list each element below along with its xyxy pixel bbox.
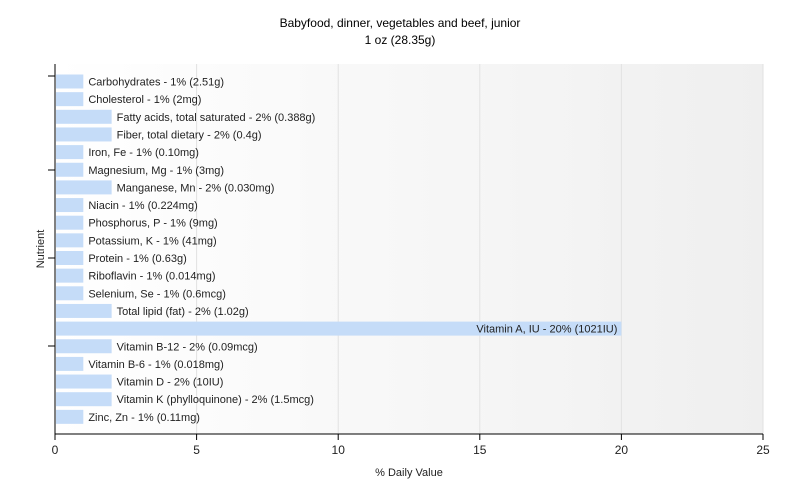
bar-vitamin-a-iu bbox=[56, 321, 622, 336]
bar-label: Vitamin B-12 - 2% (0.09mcg) bbox=[117, 341, 258, 353]
bar-label: Total lipid (fat) - 2% (1.02g) bbox=[117, 306, 249, 318]
bar-total-lipid-fat bbox=[56, 303, 112, 318]
bars bbox=[56, 74, 622, 424]
bar-magnesium-mg bbox=[56, 162, 84, 177]
bar-label: Vitamin D - 2% (10IU) bbox=[117, 377, 224, 389]
bar-carbohydrates bbox=[56, 74, 84, 89]
x-tick-label: 0 bbox=[52, 443, 59, 457]
bar-labels: Carbohydrates - 1% (2.51g) Cholesterol - … bbox=[88, 77, 617, 424]
x-tick-label: 25 bbox=[756, 443, 770, 457]
bar-label: Vitamin B-6 - 1% (0.018mg) bbox=[88, 359, 224, 371]
bar-zinc-zn bbox=[56, 409, 84, 424]
bar-label: Fiber, total dietary - 2% (0.4g) bbox=[117, 129, 262, 141]
bar-iron-fe bbox=[56, 145, 84, 160]
bar-protein bbox=[56, 251, 84, 265]
plot-area bbox=[55, 64, 763, 434]
bar-niacin bbox=[56, 198, 84, 213]
bar-label: Magnesium, Mg - 1% (3mg) bbox=[88, 165, 224, 177]
bar-label: Protein - 1% (0.63g) bbox=[88, 253, 186, 265]
x-tick-label: 20 bbox=[615, 443, 629, 457]
bar-label: Potassium, K - 1% (41mg) bbox=[88, 235, 216, 247]
x-tick-label: 5 bbox=[193, 443, 200, 457]
bar-cholesterol bbox=[56, 92, 84, 107]
x-tick-label: 15 bbox=[473, 443, 487, 457]
grid-lines bbox=[196, 64, 764, 434]
bar-label: Niacin - 1% (0.224mg) bbox=[88, 200, 197, 212]
bar-riboflavin bbox=[56, 268, 84, 283]
bar-label: Fatty acids, total saturated - 2% (0.388… bbox=[117, 112, 316, 124]
bar-label: Selenium, Se - 1% (0.6mcg) bbox=[88, 288, 226, 300]
x-tick-label: 10 bbox=[332, 443, 346, 457]
x-axis-title: % Daily Value bbox=[375, 467, 443, 479]
bar-phosphorus-p bbox=[56, 215, 84, 230]
bar-label: Iron, Fe - 1% (0.10mg) bbox=[88, 147, 199, 159]
y-axis-ticks bbox=[48, 75, 55, 347]
chart-subtitle: 1 oz (28.35g) bbox=[364, 33, 436, 47]
bar-label: Carbohydrates - 1% (2.51g) bbox=[88, 77, 224, 89]
bar-fatty-acids-total-saturated bbox=[56, 109, 112, 124]
bar-vitamin-b-6 bbox=[56, 356, 84, 371]
y-axis-title: Nutrient bbox=[35, 230, 47, 269]
bar-fiber-total-dietary bbox=[56, 127, 112, 142]
bar-potassium-k bbox=[56, 233, 84, 248]
bar-label: Cholesterol - 1% (2mg) bbox=[88, 94, 201, 106]
bar-label: Riboflavin - 1% (0.014mg) bbox=[88, 271, 215, 283]
bar-label: Zinc, Zn - 1% (0.11mg) bbox=[88, 412, 200, 424]
bar-label: Vitamin K (phylloquinone) - 2% (1.5mcg) bbox=[117, 394, 314, 406]
bar-label: Vitamin A, IU - 20% (1021IU) bbox=[476, 324, 617, 336]
bar-vitamin-b-12 bbox=[56, 339, 112, 354]
bar-vitamin-d bbox=[56, 374, 112, 389]
bar-vitamin-k-phylloquinone bbox=[56, 392, 112, 407]
bar-label: Phosphorus, P - 1% (9mg) bbox=[88, 218, 217, 230]
chart-title: Babyfood, dinner, vegetables and beef, j… bbox=[279, 16, 521, 30]
bar-label: Manganese, Mn - 2% (0.030mg) bbox=[117, 182, 275, 194]
x-axis-ticks: 0 5 10 15 20 25 bbox=[52, 434, 770, 457]
bar-manganese-mn bbox=[56, 180, 112, 195]
bar-selenium-se bbox=[56, 286, 84, 301]
